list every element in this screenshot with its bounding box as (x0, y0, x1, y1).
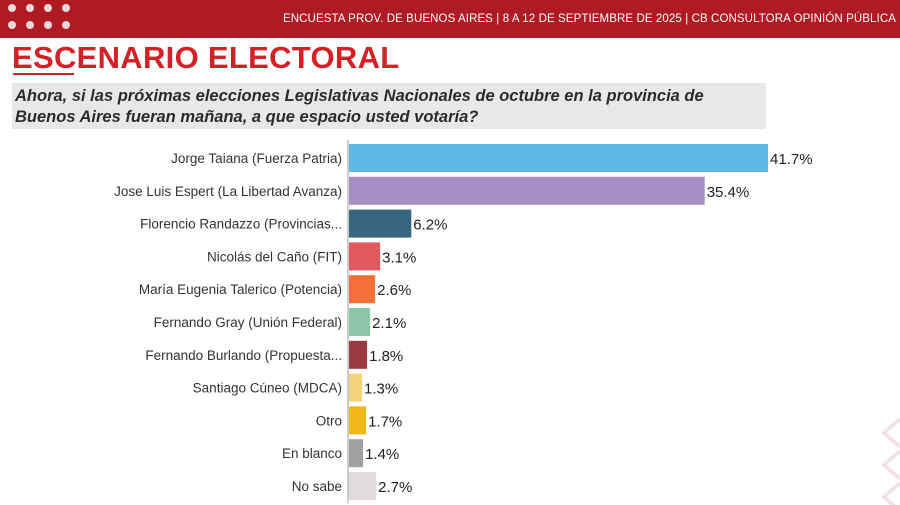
bar (349, 144, 768, 172)
category-label: Jose Luis Espert (La Libertad Avanza) (114, 184, 342, 199)
bar (349, 209, 412, 238)
value-label: 1.4% (365, 446, 399, 463)
dot (26, 4, 34, 12)
value-label: 3.1% (382, 249, 416, 266)
category-label: Jorge Taiana (Fuerza Patria) (171, 151, 342, 166)
bar (349, 275, 376, 304)
page-title: ESCENARIO ELECTORAL (12, 40, 400, 75)
category-label: Santiago Cúneo (MDCA) (193, 381, 342, 396)
value-label: 2.7% (378, 479, 412, 496)
category-label: Fernando Burlando (Propuesta... (145, 348, 342, 363)
dot (44, 4, 52, 12)
bar (349, 242, 381, 271)
bar (349, 308, 371, 336)
dot (62, 4, 70, 12)
header-text: ENCUESTA PROV. DE BUENOS AIRES | 8 A 12 … (282, 13, 896, 25)
bar (349, 472, 377, 500)
bar (349, 373, 363, 402)
category-label: En blanco (282, 446, 342, 461)
category-label: Fernando Gray (Unión Federal) (154, 315, 342, 330)
title-underline (13, 73, 74, 75)
header-bar: ENCUESTA PROV. DE BUENOS AIRES | 8 A 12 … (0, 0, 900, 38)
value-label: 1.7% (368, 413, 402, 430)
value-label: 2.1% (372, 315, 406, 332)
bar (349, 176, 705, 205)
category-label: Florencio Randazzo (Provincias... (140, 217, 342, 232)
value-label: 35.4% (707, 184, 750, 201)
value-label: 1.3% (364, 381, 398, 398)
category-label: Nicolás del Caño (FIT) (207, 249, 342, 264)
chevron-decoration (880, 417, 900, 505)
bar (349, 439, 364, 468)
dots-decoration (8, 4, 78, 32)
value-label: 1.8% (369, 348, 403, 365)
dot (8, 4, 16, 12)
bar (349, 406, 367, 435)
category-label: María Eugenia Talerico (Potencia) (139, 282, 342, 297)
value-label: 41.7% (770, 151, 813, 168)
survey-question: Ahora, si las próximas elecciones Legisl… (15, 87, 704, 126)
dot (26, 21, 34, 29)
dot (62, 21, 70, 29)
category-label: Otro (316, 413, 342, 428)
category-label: No sabe (292, 479, 342, 494)
dot (44, 21, 52, 29)
bar-chart: Jorge Taiana (Fuerza Patria) 41.7% Jose Lu… (114, 140, 813, 503)
value-label: 2.6% (377, 282, 411, 299)
value-label: 6.2% (413, 217, 447, 234)
bar (349, 340, 368, 369)
dot (8, 21, 16, 29)
question-box (12, 83, 766, 129)
